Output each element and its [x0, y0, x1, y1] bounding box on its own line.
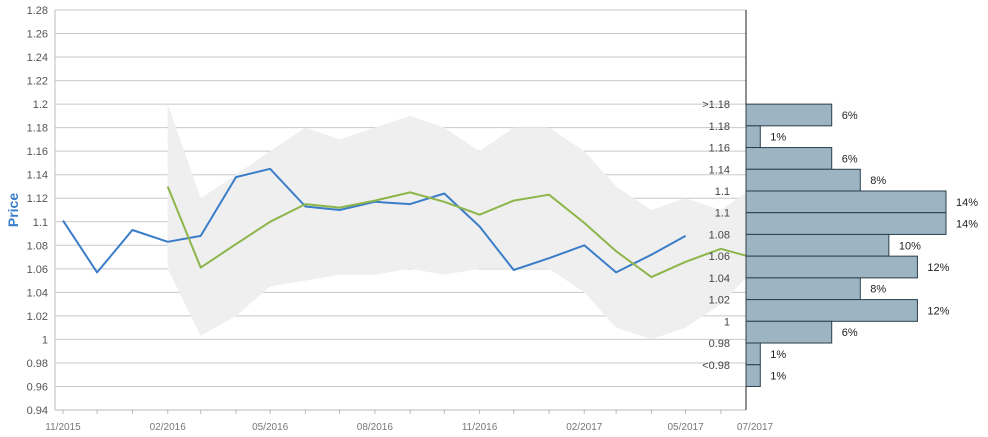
- y-tick-label: 0.98: [27, 358, 48, 370]
- x-tick-label: 11/2015: [45, 422, 81, 433]
- histogram-value-label: 6%: [842, 110, 858, 122]
- y-tick-label: 1.12: [27, 193, 48, 205]
- histogram-bar: [745, 255, 918, 279]
- histogram-bar: [745, 103, 833, 127]
- x-tick-label: 08/2016: [357, 422, 394, 433]
- band-area: [167, 104, 755, 340]
- x-tick-label: 02/2017: [566, 422, 603, 433]
- histogram-value-label: 1%: [770, 349, 786, 361]
- y-tick-label: 1.06: [27, 264, 48, 276]
- histogram-value-label: 6%: [842, 327, 858, 339]
- histogram-bar: [745, 147, 833, 170]
- x-tick-label: 05/2016: [252, 422, 289, 433]
- y-tick-label: 1.24: [27, 52, 48, 64]
- histogram-bin-label: 1.02: [709, 295, 730, 307]
- histogram-bin-label: 1.14: [709, 164, 730, 176]
- y-tick-label: 0.96: [27, 381, 48, 393]
- y-axis-label: Price: [5, 193, 21, 227]
- series-line-2: [166, 186, 787, 279]
- histogram-value-label: 12%: [927, 305, 949, 317]
- histogram-bin-label: 1.08: [709, 229, 730, 241]
- y-tick-label: 1.22: [27, 76, 48, 88]
- histogram-value-label: 1%: [770, 132, 786, 144]
- histogram-bin-label: 1.1: [715, 208, 730, 220]
- y-tick-label: 1.26: [27, 29, 48, 41]
- price-series: [62, 167, 787, 279]
- histogram-bar: [745, 212, 947, 235]
- histogram-value-label: 8%: [870, 284, 886, 296]
- histogram-bar: [745, 233, 890, 257]
- histogram-bin-label: 1.1: [715, 186, 730, 198]
- histogram-bar: [745, 125, 761, 149]
- histogram-value-label: 10%: [899, 240, 921, 252]
- x-tick-label: 02/2016: [150, 422, 187, 433]
- histogram-bar: [745, 190, 947, 214]
- y-tick-label: 0.94: [27, 405, 48, 417]
- y-tick-label: 1.14: [27, 170, 48, 182]
- histogram-bar: [745, 320, 833, 344]
- y-tick-label: 1.28: [27, 5, 48, 17]
- x-tick-labels: 11/2015 02/2016 05/2016 08/2016 11/2016 02/20…: [45, 422, 773, 433]
- y-tick-label: 1: [42, 334, 48, 346]
- histogram-bar: [745, 277, 861, 301]
- histogram-value-label: 8%: [870, 175, 886, 187]
- x-tick-label: 05/2017: [667, 422, 704, 433]
- histogram-bar: [745, 342, 761, 366]
- histogram-bin-label: >1.18: [702, 99, 730, 111]
- forecast-band: [167, 104, 755, 340]
- series-line-1: [62, 167, 687, 274]
- histogram-value-label: 6%: [842, 153, 858, 165]
- y-tick-label: 1.18: [27, 123, 48, 135]
- histogram-bin-label: 1: [724, 316, 730, 328]
- histogram-value-label: 14%: [956, 197, 978, 209]
- histogram-bin-label: 1.04: [709, 273, 730, 285]
- x-tick-label: 11/2016: [462, 422, 498, 433]
- histogram-bar: [745, 299, 918, 322]
- y-tick-label: 1.08: [27, 240, 48, 252]
- histogram-value-label: 1%: [770, 371, 786, 383]
- y-tick-label: 1.1: [33, 217, 48, 229]
- histogram-bar: [745, 168, 861, 192]
- distribution-histogram: >1.18 6% 1.18 1% 1.16 6% 1.14 8% 1.1 14% 1.1 14% 1.0…: [702, 99, 978, 387]
- y-tick-labels: 0.94 0.96 0.98 1 1.02 1.04 1.06 1.08 1.1 1.12 1.14…: [27, 5, 48, 417]
- histogram-bin-label: 0.98: [709, 338, 730, 350]
- y-tick-label: 1.02: [27, 311, 48, 323]
- histogram-bin-label: 1.18: [709, 121, 730, 133]
- histogram-bar: [745, 364, 761, 387]
- x-tick-label: 07/2017: [737, 422, 774, 433]
- histogram-bin-label: 1.06: [709, 251, 730, 263]
- y-tick-label: 1.04: [27, 287, 48, 299]
- histogram-bin-label: 1.16: [709, 143, 730, 155]
- y-tick-label: 1.16: [27, 146, 48, 158]
- y-tick-label: 1.2: [33, 99, 48, 111]
- histogram-value-label: 12%: [927, 262, 949, 274]
- histogram-value-label: 14%: [956, 219, 978, 231]
- histogram-bin-label: <0.98: [702, 360, 730, 372]
